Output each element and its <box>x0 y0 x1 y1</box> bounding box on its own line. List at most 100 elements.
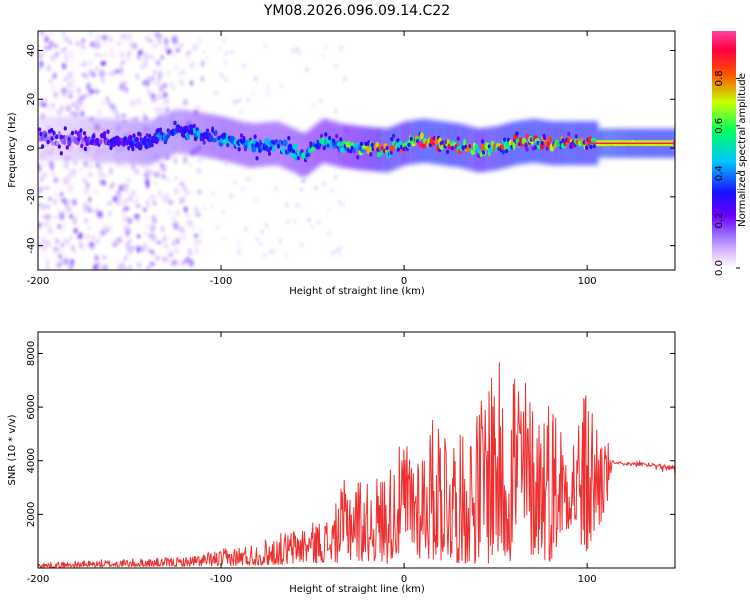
spectrogram-speckle <box>158 73 161 81</box>
spectrogram-speckle <box>88 172 93 177</box>
spectrogram-speckle <box>166 69 170 77</box>
snr-y-ticks: 2000 4000 6000 8000 <box>26 341 675 527</box>
spectrogram-speckle <box>88 165 91 173</box>
spectrogram-speckle <box>161 226 164 232</box>
ridge-point <box>592 143 597 149</box>
spectrogram-speckle <box>137 234 141 239</box>
spectrogram-speckle <box>183 206 188 213</box>
spectrogram-speckle <box>338 200 341 204</box>
ridge-point <box>74 130 78 135</box>
spectrogram-speckle <box>198 37 201 46</box>
ridge-point <box>501 145 505 151</box>
ridge-point <box>512 141 516 150</box>
spectrogram-speckle <box>322 182 326 186</box>
spectrogram-speckle <box>182 98 189 106</box>
spectrogram-x-tick-label: 0 <box>401 276 407 287</box>
spectrogram-speckle <box>150 54 154 61</box>
ridge-point <box>240 133 244 138</box>
spectrogram-speckle <box>160 40 166 44</box>
spectrogram-speckle <box>50 53 56 62</box>
spectrogram-speckle <box>72 101 76 108</box>
spectrogram-speckle <box>186 219 193 227</box>
ridge-point <box>77 137 81 142</box>
spectrogram-speckle <box>89 59 92 67</box>
spectrogram-speckle <box>52 175 59 181</box>
spectrogram-speckle <box>38 222 42 229</box>
ridge-point <box>445 149 450 154</box>
spectrogram-speckle <box>251 91 254 96</box>
ridge-point <box>65 145 69 150</box>
ridge-point <box>479 152 483 158</box>
spectrogram-speckle <box>64 55 69 63</box>
spectrogram-speckle <box>74 199 77 206</box>
spectrogram-speckle <box>68 39 73 46</box>
spectrogram-speckle <box>137 53 141 60</box>
spectrogram-speckle <box>334 174 338 179</box>
ridge-point <box>109 145 113 151</box>
spectrogram-y-tick-label: 40 <box>26 44 37 57</box>
spectrogram-speckle <box>185 256 191 263</box>
spectrogram-speckle <box>42 203 45 211</box>
spectrogram-speckle <box>145 245 149 253</box>
spectrogram-speckle <box>72 111 79 118</box>
spectrogram-speckle <box>237 252 240 256</box>
spectrogram-speckle <box>113 238 118 243</box>
spectrogram-y-tick-label: 0 <box>26 145 37 151</box>
ridge-halo <box>458 123 462 168</box>
ridge-point <box>63 126 67 131</box>
spectrogram-speckle <box>310 224 313 228</box>
spectrogram-speckle <box>125 55 132 62</box>
ridge-point <box>52 130 56 135</box>
ridge-point <box>470 149 476 155</box>
spectrogram-speckle <box>225 162 228 166</box>
ridge-halo <box>471 127 475 171</box>
spectrogram-speckle <box>44 232 46 239</box>
spectrogram-speckle <box>50 102 56 110</box>
spectrogram-speckle <box>107 200 113 206</box>
spectrogram-speckle <box>220 73 223 77</box>
ridge-point <box>179 125 183 134</box>
spectrogram-speckle <box>324 45 327 50</box>
spectrogram-speckle <box>114 69 120 74</box>
spectrogram-speckle <box>53 248 59 256</box>
ridge-point <box>267 151 272 156</box>
spectrogram-speckle <box>293 220 296 224</box>
spectrogram-speckle <box>41 171 48 179</box>
spectrogram-speckle <box>146 181 150 189</box>
spectrogram-speckle <box>218 46 221 50</box>
spectrogram-speckle <box>172 45 176 50</box>
ridge-halo <box>213 115 217 159</box>
spectrogram-speckle <box>88 196 92 203</box>
spectrogram-speckle <box>67 89 74 96</box>
spectrogram-speckle <box>181 183 187 192</box>
spectrogram-speckle <box>120 79 123 85</box>
spectrogram-speckle <box>83 60 87 68</box>
spectrogram-speckle <box>99 266 105 270</box>
spectrogram-speckle <box>223 237 226 241</box>
spectrogram-speckle <box>296 47 299 51</box>
spectrogram-speckle <box>169 81 174 89</box>
spectrogram-speckle <box>145 35 148 42</box>
ridge-point <box>79 132 83 140</box>
ridge-point <box>106 129 110 134</box>
ridge-point <box>132 133 136 138</box>
ridge-point <box>247 145 251 150</box>
ridge-halo <box>285 125 289 170</box>
spectrogram-speckle <box>120 60 126 65</box>
spectrogram-speckle <box>155 79 160 87</box>
snr-series-line <box>38 362 675 568</box>
spectrogram-speckle <box>166 177 169 181</box>
spectrogram-speckle <box>104 52 109 56</box>
spectrogram-speckle <box>48 229 54 234</box>
ridge-point <box>226 143 230 148</box>
spectrogram-speckle <box>230 50 233 54</box>
ridge-point <box>390 137 394 142</box>
ridge-point <box>193 136 198 142</box>
spectrogram-speckle <box>153 106 159 113</box>
spectrogram-speckle <box>317 220 320 225</box>
spectrogram-speckle <box>156 38 162 43</box>
spectrogram-speckle <box>46 205 50 209</box>
spectrogram-speckle <box>95 65 99 73</box>
spectrogram-speckle <box>224 60 227 65</box>
